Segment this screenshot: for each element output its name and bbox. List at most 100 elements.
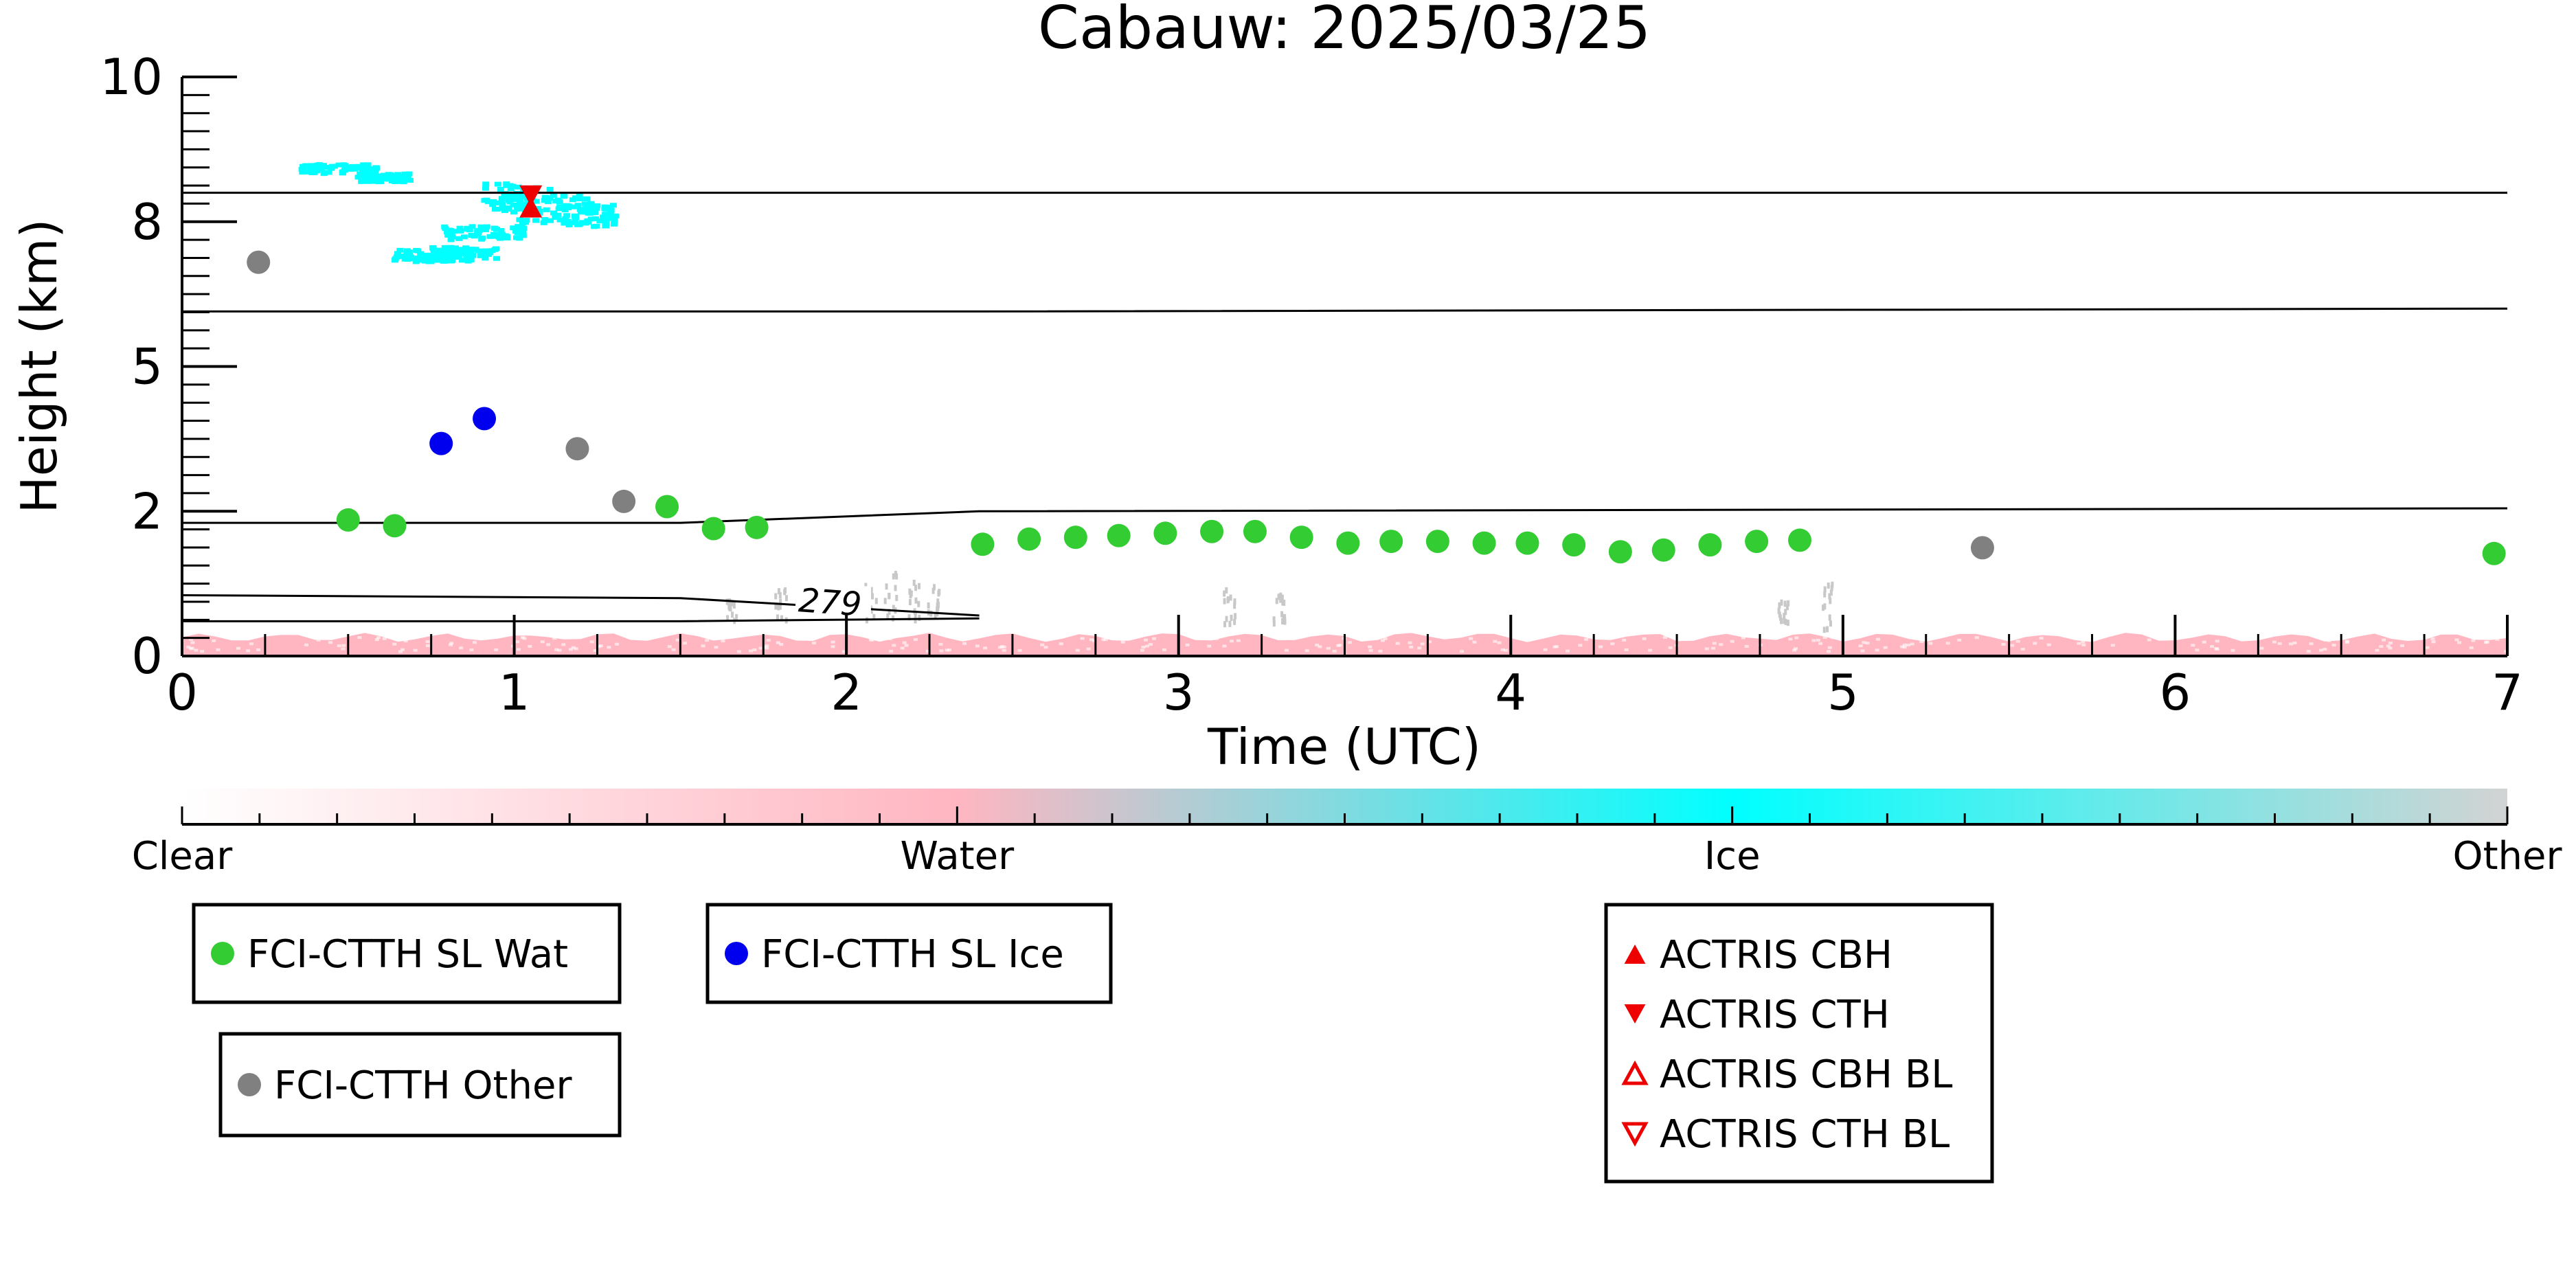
water-speckle bbox=[1719, 643, 1724, 646]
other-class-speckle bbox=[1280, 611, 1284, 618]
ice-class-speckle bbox=[440, 258, 447, 264]
water-speckle bbox=[2382, 638, 2386, 642]
ice-class-speckle bbox=[447, 245, 455, 250]
ice-class-speckle bbox=[611, 221, 618, 227]
water-speckle bbox=[2277, 642, 2282, 645]
ice-class-speckle bbox=[504, 205, 511, 211]
other-class-speckle bbox=[870, 587, 873, 594]
water-speckle bbox=[765, 646, 769, 650]
water-speckle bbox=[945, 648, 949, 652]
ice-class-speckle bbox=[592, 216, 600, 221]
ice-class-speckle bbox=[407, 254, 414, 260]
ice-class-speckle bbox=[541, 194, 549, 200]
ice-class-speckle bbox=[455, 236, 463, 241]
water-speckle bbox=[748, 649, 753, 653]
ice-class-speckle bbox=[447, 248, 455, 253]
ice-class-speckle bbox=[460, 248, 468, 253]
ice-class-speckle bbox=[546, 186, 554, 192]
water-speckle bbox=[938, 642, 943, 646]
water-speckle bbox=[568, 648, 573, 651]
water-speckle bbox=[1417, 646, 1422, 650]
water-speckle bbox=[671, 648, 676, 651]
ice-class-speckle bbox=[522, 220, 530, 225]
ice-class-speckle bbox=[376, 177, 384, 182]
water-speckle bbox=[1101, 638, 1106, 642]
other-class-speckle bbox=[784, 595, 788, 602]
ice-class-speckle bbox=[501, 192, 508, 198]
water-speckle bbox=[705, 639, 710, 642]
water-speckle bbox=[1744, 645, 1749, 648]
ice-class-speckle bbox=[517, 206, 524, 212]
ice-class-speckle bbox=[347, 166, 354, 172]
water-speckle bbox=[2010, 644, 2015, 647]
water-speckle bbox=[1622, 638, 1627, 642]
ice-class-speckle bbox=[484, 199, 492, 205]
ice-class-speckle bbox=[427, 254, 435, 260]
water-speckle bbox=[1565, 649, 1570, 653]
ice-class-speckle bbox=[564, 218, 572, 224]
ice-class-speckle bbox=[436, 251, 444, 256]
water-speckle bbox=[841, 650, 846, 653]
ice-class-speckle bbox=[556, 217, 564, 223]
water-speckle bbox=[667, 645, 672, 648]
ice-class-speckle bbox=[366, 166, 374, 172]
x-tick-label: 0 bbox=[166, 664, 198, 721]
ice-class-speckle bbox=[516, 217, 523, 223]
ice-class-speckle bbox=[398, 178, 406, 183]
legend-frame bbox=[218, 1032, 622, 1138]
other-class-speckle bbox=[1275, 598, 1278, 605]
ice-class-speckle bbox=[303, 169, 310, 174]
water-speckle bbox=[593, 649, 598, 653]
ice-class-speckle bbox=[503, 181, 510, 187]
water-speckle bbox=[1185, 643, 1190, 646]
water-speckle bbox=[1151, 637, 1156, 640]
water-speckle bbox=[403, 640, 408, 643]
water-speckle bbox=[762, 646, 767, 649]
ice-class-speckle bbox=[508, 183, 516, 189]
water-speckle bbox=[540, 640, 545, 644]
ice-class-speckle bbox=[498, 200, 506, 205]
water-speckle bbox=[675, 638, 680, 642]
ice-class-speckle bbox=[451, 249, 459, 255]
ice-class-speckle bbox=[444, 232, 452, 238]
other-class-speckle bbox=[917, 600, 920, 607]
ice-class-speckle bbox=[379, 173, 386, 179]
fci-ctth-other-point bbox=[1970, 536, 1994, 560]
water-speckle bbox=[2379, 645, 2384, 648]
other-class-speckle bbox=[730, 600, 733, 607]
water-speckle bbox=[1141, 645, 1146, 648]
ice-class-speckle bbox=[602, 221, 609, 226]
other-class-speckle bbox=[1272, 620, 1276, 627]
ice-class-speckle bbox=[477, 248, 484, 253]
ice-class-speckle bbox=[451, 229, 458, 234]
legend-box-ice: FCI-CTTH SL Ice bbox=[705, 903, 1113, 1004]
actris-cth-legend-marker bbox=[1624, 1004, 1646, 1024]
ice-class-speckle bbox=[532, 218, 540, 223]
water-speckle bbox=[2110, 644, 2115, 647]
water-speckle bbox=[413, 648, 418, 652]
actris-cbh-bl-legend-label: ACTRIS CBH BL bbox=[1660, 1052, 1952, 1097]
water-speckle bbox=[1149, 643, 1153, 646]
ice-class-speckle bbox=[532, 199, 540, 204]
actris-cbh-point bbox=[519, 196, 543, 218]
ice-class-speckle bbox=[298, 166, 306, 172]
ice-class-speckle bbox=[299, 170, 306, 175]
fci-ctth-sl-wat-point bbox=[1063, 526, 1087, 550]
ice-class-speckle bbox=[460, 234, 468, 240]
ice-class-speckle bbox=[444, 256, 451, 261]
legend-frame bbox=[705, 903, 1113, 1004]
ice-class-speckle bbox=[464, 258, 472, 264]
other-class-speckle bbox=[937, 590, 940, 597]
legend-box-water: FCI-CTTH SL Wat bbox=[192, 903, 622, 1004]
ice-class-speckle bbox=[360, 162, 368, 168]
ice-class-speckle bbox=[556, 199, 563, 205]
other-class-speckle bbox=[886, 613, 890, 620]
fci-ctth-sl-wat-point bbox=[655, 495, 679, 519]
ice-class-speckle bbox=[308, 170, 316, 175]
water-speckle bbox=[1103, 637, 1108, 641]
contour-line bbox=[182, 507, 2507, 524]
ice-class-speckle bbox=[503, 234, 510, 239]
other-class-speckle bbox=[1785, 604, 1789, 611]
water-speckle bbox=[473, 641, 477, 644]
water-speckle bbox=[1910, 642, 1914, 646]
